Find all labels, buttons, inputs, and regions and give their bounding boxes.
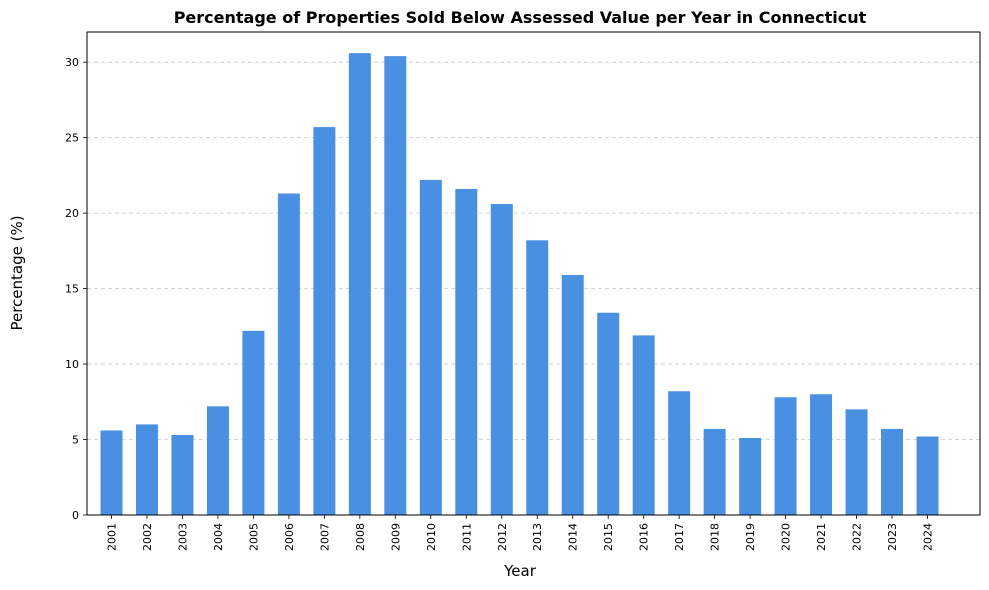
bar-2007 — [313, 127, 336, 515]
x-tick-label: 2005 — [247, 523, 260, 551]
bar-2011 — [455, 188, 478, 515]
x-tick-label: 2023 — [886, 523, 899, 551]
bar-2013 — [526, 240, 549, 515]
bar-2022 — [845, 409, 868, 515]
y-tick-label: 10 — [65, 358, 79, 371]
bar-2012 — [490, 204, 513, 515]
bar-2017 — [668, 391, 691, 515]
y-tick-label: 20 — [65, 207, 79, 220]
bar-2009 — [384, 56, 407, 516]
x-axis-ticks: 2001 2002 2003 2004 2005 2006 2007 2008 2009 2010… — [106, 515, 935, 551]
bar-2005 — [242, 330, 265, 515]
bar-2016 — [632, 335, 655, 515]
y-tick-label: 15 — [65, 283, 79, 296]
bar-2021 — [810, 394, 833, 515]
x-tick-label: 2004 — [212, 523, 225, 551]
x-tick-label: 2014 — [567, 523, 580, 551]
x-tick-label: 2024 — [922, 523, 935, 551]
x-tick-label: 2017 — [673, 523, 686, 551]
x-tick-label: 2012 — [496, 523, 509, 551]
x-axis-label: Year — [503, 562, 537, 580]
x-tick-label: 2018 — [709, 523, 722, 551]
x-tick-label: 2002 — [141, 523, 154, 551]
x-tick-label: 2009 — [389, 523, 402, 551]
y-axis-label: Percentage (%) — [8, 215, 26, 330]
x-tick-label: 2008 — [354, 523, 367, 551]
bar-2002 — [135, 424, 158, 515]
bar-2001 — [100, 430, 123, 515]
x-tick-label: 2007 — [318, 523, 331, 551]
bar-2003 — [171, 435, 194, 515]
x-tick-label: 2015 — [602, 523, 615, 551]
bar-2004 — [206, 406, 229, 515]
x-tick-label: 2019 — [744, 523, 757, 551]
x-tick-label: 2011 — [460, 523, 473, 551]
bar-2023 — [881, 428, 904, 515]
bar-2018 — [703, 428, 726, 515]
x-tick-label: 2020 — [780, 523, 793, 551]
y-tick-label: 25 — [65, 132, 79, 145]
bar-2015 — [597, 312, 620, 515]
bar-2014 — [561, 275, 584, 515]
chart-title: Percentage of Properties Sold Below Asse… — [174, 8, 867, 27]
x-tick-label: 2001 — [106, 523, 119, 551]
bar-2019 — [739, 438, 762, 515]
x-tick-label: 2010 — [425, 523, 438, 551]
x-tick-label: 2003 — [176, 523, 189, 551]
bar-2010 — [419, 179, 442, 515]
y-tick-label: 0 — [72, 509, 79, 522]
y-tick-label: 5 — [72, 434, 79, 447]
bar-2024 — [916, 436, 939, 515]
x-tick-label: 2016 — [638, 523, 651, 551]
bar-2008 — [348, 53, 371, 515]
x-tick-label: 2013 — [531, 523, 544, 551]
bars — [100, 53, 939, 516]
y-axis-ticks: 0 5 10 15 20 25 30 — [65, 56, 87, 522]
x-tick-label: 2022 — [851, 523, 864, 551]
bar-2006 — [277, 193, 300, 516]
y-tick-label: 30 — [65, 56, 79, 69]
bar-2020 — [774, 397, 797, 515]
x-tick-label: 2006 — [283, 523, 296, 551]
plot-area-frame — [86, 31, 981, 516]
x-tick-label: 2021 — [815, 523, 828, 551]
